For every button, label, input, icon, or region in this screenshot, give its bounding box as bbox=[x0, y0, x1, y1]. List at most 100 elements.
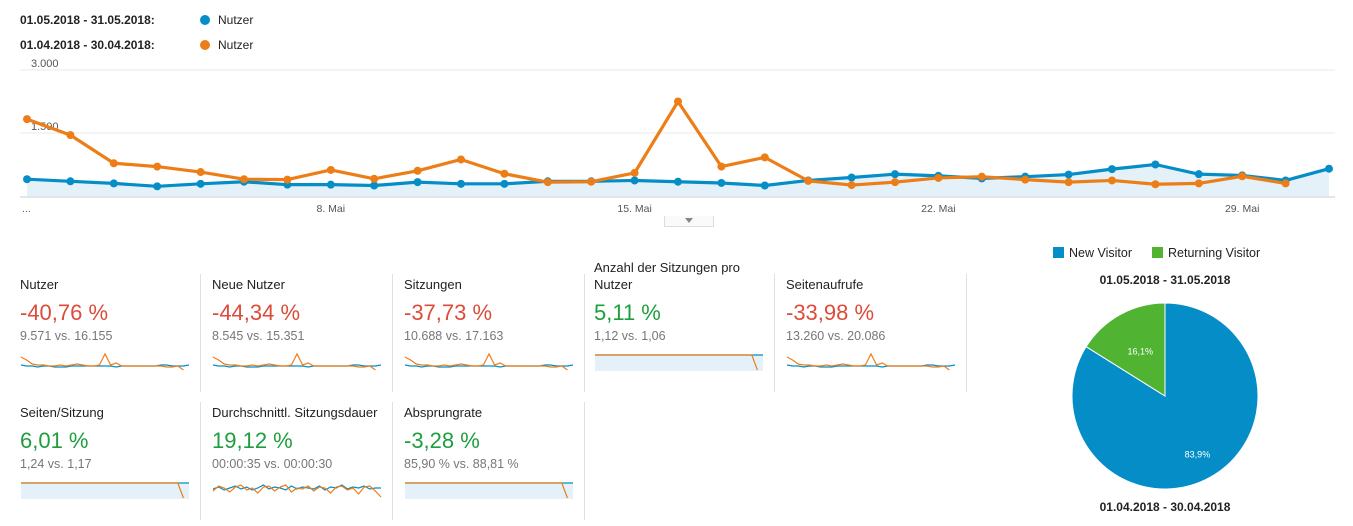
data-point-previous[interactable] bbox=[934, 173, 943, 182]
data-point-current[interactable] bbox=[1151, 160, 1160, 169]
data-point-previous[interactable] bbox=[240, 175, 248, 184]
x-tick-label: 8. Mai bbox=[317, 203, 346, 215]
metric-comparison: 10.688 vs. 17.163 bbox=[404, 329, 504, 343]
sparkline-previous bbox=[21, 482, 184, 499]
metric-comparison: 85,90 % vs. 88,81 % bbox=[404, 457, 519, 471]
pie-legend-new[interactable]: New Visitor bbox=[1053, 246, 1132, 260]
data-point-current[interactable] bbox=[500, 179, 509, 188]
sparkline-previous bbox=[20, 352, 184, 371]
chart-expand-handle[interactable] bbox=[664, 216, 714, 227]
metric-percent-change: -3,28 % bbox=[404, 428, 480, 453]
data-point-current[interactable] bbox=[1064, 170, 1073, 179]
metric-card[interactable]: Absprungrate -3,28 % 85,90 % vs. 88,81 % bbox=[404, 402, 585, 520]
data-point-previous[interactable] bbox=[1064, 178, 1073, 187]
metric-comparison: 9.571 vs. 16.155 bbox=[20, 329, 113, 343]
data-point-previous[interactable] bbox=[1194, 179, 1203, 188]
data-point-previous[interactable] bbox=[457, 155, 465, 164]
data-point-previous[interactable] bbox=[370, 174, 379, 183]
metric-card[interactable]: Sitzungen -37,73 % 10.688 vs. 17.163 bbox=[404, 274, 585, 392]
metric-comparison: 8.545 vs. 15.351 bbox=[212, 329, 305, 343]
metric-sparkline bbox=[786, 352, 956, 371]
data-point-current[interactable] bbox=[630, 176, 639, 185]
data-point-previous[interactable] bbox=[66, 131, 75, 140]
pie-slice-returning-visitor[interactable] bbox=[1085, 302, 1166, 397]
metric-card[interactable]: Seitenaufrufe -33,98 % 13.260 vs. 20.086 bbox=[786, 274, 967, 392]
metric-card[interactable]: Seiten/Sitzung 6,01 % 1,24 vs. 1,17 bbox=[20, 402, 201, 520]
data-point-current[interactable] bbox=[23, 175, 31, 184]
metric-percent-change: 19,12 % bbox=[212, 428, 293, 453]
metric-comparison: 00:00:35 vs. 00:00:30 bbox=[212, 457, 333, 471]
data-point-previous[interactable] bbox=[587, 177, 596, 186]
metric-card[interactable]: Nutzer -40,76 % 9.571 vs. 16.155 bbox=[20, 274, 201, 392]
data-point-previous[interactable] bbox=[109, 159, 118, 168]
data-point-current[interactable] bbox=[66, 177, 75, 186]
data-point-previous[interactable] bbox=[847, 181, 856, 190]
legend-metric-previous[interactable]: Nutzer bbox=[218, 38, 254, 52]
legend-metric-current[interactable]: Nutzer bbox=[218, 13, 254, 27]
data-point-previous[interactable] bbox=[283, 175, 292, 184]
data-point-previous[interactable] bbox=[1238, 172, 1247, 181]
metric-title: Seiten/Sitzung bbox=[20, 405, 104, 420]
pie-legend-returning[interactable]: Returning Visitor bbox=[1152, 246, 1260, 260]
data-point-previous[interactable] bbox=[977, 172, 986, 181]
data-point-previous[interactable] bbox=[1151, 180, 1160, 189]
data-point-previous[interactable] bbox=[804, 176, 813, 185]
data-point-previous[interactable] bbox=[543, 178, 552, 187]
metric-card[interactable]: Anzahl der Sitzungen pro Nutzer 5,11 % 1,1… bbox=[594, 260, 775, 392]
metric-comparison: 13.260 vs. 20.086 bbox=[786, 329, 886, 343]
data-point-previous[interactable] bbox=[674, 97, 682, 106]
data-point-previous[interactable] bbox=[1108, 176, 1116, 185]
legend-dot-icon bbox=[200, 40, 210, 50]
data-point-current[interactable] bbox=[326, 180, 335, 189]
data-point-current[interactable] bbox=[370, 181, 379, 190]
visitor-pie-chart[interactable]: 83,9% 16,1% bbox=[1070, 301, 1260, 491]
data-point-previous[interactable] bbox=[153, 162, 162, 171]
data-point-current[interactable] bbox=[1108, 165, 1116, 174]
data-point-previous[interactable] bbox=[413, 166, 422, 175]
data-point-current[interactable] bbox=[413, 178, 422, 187]
data-point-current[interactable] bbox=[196, 179, 205, 188]
data-point-previous[interactable] bbox=[196, 168, 205, 177]
data-point-current[interactable] bbox=[109, 179, 118, 188]
sparkline-current bbox=[212, 484, 381, 491]
data-point-previous[interactable] bbox=[1281, 179, 1290, 188]
sparkline-previous bbox=[212, 352, 376, 371]
data-point-previous[interactable] bbox=[630, 168, 639, 177]
pie-legend-label: Returning Visitor bbox=[1168, 246, 1261, 260]
y-tick-label: 3.000 bbox=[31, 58, 59, 70]
data-point-current[interactable] bbox=[891, 170, 899, 179]
data-point-previous[interactable] bbox=[500, 169, 509, 178]
metric-sparkline bbox=[21, 482, 189, 499]
pie-title-top: 01.05.2018 - 31.05.2018 bbox=[1099, 273, 1231, 287]
data-point-previous[interactable] bbox=[23, 115, 31, 124]
pie-title-bottom: 01.04.2018 - 30.04.2018 bbox=[1099, 500, 1231, 514]
data-point-previous[interactable] bbox=[891, 178, 899, 187]
data-point-current[interactable] bbox=[457, 179, 465, 188]
data-point-current[interactable] bbox=[847, 173, 856, 182]
data-point-previous[interactable] bbox=[760, 153, 769, 162]
metric-percent-change: -33,98 % bbox=[786, 300, 875, 325]
pie-slice-label: 83,9% bbox=[1185, 450, 1211, 460]
metric-percent-change: -37,73 % bbox=[404, 300, 493, 325]
data-point-current[interactable] bbox=[1194, 170, 1203, 179]
data-point-current[interactable] bbox=[1325, 164, 1333, 173]
sparkline-area bbox=[405, 483, 573, 499]
metric-card[interactable]: Neue Nutzer -44,34 % 8.545 vs. 15.351 bbox=[212, 274, 393, 392]
legend-range-current: 01.05.2018 - 31.05.2018: bbox=[20, 13, 155, 27]
sparkline-previous bbox=[404, 352, 568, 371]
metric-percent-change: 6,01 % bbox=[20, 428, 89, 453]
data-point-current[interactable] bbox=[674, 177, 682, 186]
data-point-previous[interactable] bbox=[326, 165, 335, 174]
metric-comparison: 1,24 vs. 1,17 bbox=[20, 457, 92, 471]
data-point-current[interactable] bbox=[153, 182, 162, 191]
metric-title: Neue Nutzer bbox=[212, 277, 285, 292]
data-point-previous[interactable] bbox=[1021, 175, 1030, 184]
sparkline-area bbox=[595, 355, 763, 371]
data-point-previous[interactable] bbox=[717, 162, 726, 171]
metric-title: Seitenaufrufe bbox=[786, 277, 864, 292]
data-point-current[interactable] bbox=[717, 178, 726, 187]
data-point-current[interactable] bbox=[760, 181, 769, 190]
metric-card[interactable]: Durchschnittl. Sitzungsdauer 19,12 % 00:00… bbox=[212, 402, 393, 520]
legend-row-current: 01.05.2018 - 31.05.2018: Nutzer bbox=[20, 13, 253, 27]
